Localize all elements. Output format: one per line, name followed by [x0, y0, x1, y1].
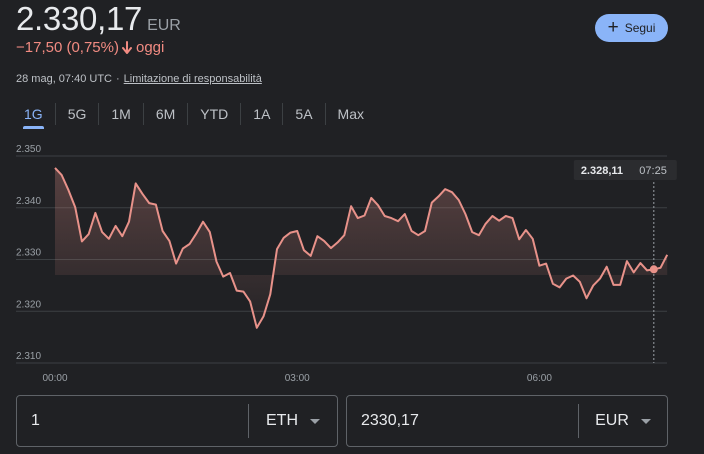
- tab-divider: [282, 103, 284, 125]
- price-change: −17,50 (0,75%) oggi: [16, 39, 164, 56]
- y-tick-label: 2.330: [16, 248, 41, 259]
- tab-max[interactable]: Max: [337, 106, 364, 122]
- caret-down-icon: [310, 418, 320, 424]
- price-chart[interactable]: 2.350 2.340 2.330 2.320 2.310 00:00 03:00 06:00…: [0, 140, 704, 390]
- caret-down-icon: [640, 418, 651, 424]
- tab-divider: [324, 103, 326, 125]
- current-price: 2.330,17: [16, 0, 143, 37]
- disclaimer-link[interactable]: Limitazione di responsabilità: [123, 73, 262, 85]
- tooltip-value: 2.328,11: [581, 165, 623, 177]
- amount-input[interactable]: [17, 395, 248, 447]
- y-tick-label: 2.340: [16, 196, 41, 207]
- price-currency: EUR: [147, 17, 181, 34]
- price-line: [54, 167, 669, 329]
- tab-divider: [142, 103, 144, 125]
- y-tick-label: 2.350: [16, 144, 41, 155]
- tooltip-time: 07:25: [639, 165, 667, 177]
- x-tick-label: 00:00: [42, 373, 67, 384]
- converter-divider: [578, 404, 579, 438]
- tab-6m[interactable]: 6M: [155, 106, 176, 122]
- to-currency-label: EUR: [595, 412, 629, 429]
- from-currency-select[interactable]: ETH: [249, 412, 337, 430]
- converter-from: ETH: [16, 395, 338, 447]
- tab-1d[interactable]: 1G: [12, 106, 55, 129]
- x-tick-label: 03:00: [285, 373, 310, 384]
- converted-input[interactable]: [347, 395, 578, 447]
- y-tick-label: 2.320: [16, 299, 41, 310]
- plus-icon: +: [607, 16, 619, 38]
- tab-5d[interactable]: 5G: [67, 106, 87, 122]
- meta-separator: ·: [116, 73, 120, 85]
- tooltip-box: [573, 160, 677, 180]
- tab-ytd[interactable]: YTD: [200, 106, 229, 122]
- converter-to: EUR: [346, 395, 668, 447]
- tab-divider: [54, 103, 56, 125]
- tab-divider: [187, 103, 189, 125]
- tab-divider: [240, 103, 242, 125]
- follow-label: Segui: [624, 21, 656, 35]
- price-area: [55, 167, 668, 328]
- crosshair-dot: [649, 265, 658, 274]
- tab-1y[interactable]: 1A: [253, 106, 271, 122]
- quote-timestamp: 28 mag, 07:40 UTC: [16, 73, 112, 85]
- range-tabs: 1G 5G 1M 6M YTD 1A 5A Max: [12, 100, 376, 129]
- tab-divider: [98, 103, 100, 125]
- tab-1m[interactable]: 1M: [111, 106, 131, 122]
- change-period: oggi: [136, 39, 165, 56]
- quote-meta: 28 mag, 07:40 UTC · Limitazione di respons…: [16, 73, 262, 85]
- from-currency-label: ETH: [266, 412, 298, 429]
- converter-divider: [248, 404, 249, 438]
- price-header: 2.330,17 EUR: [16, 0, 181, 38]
- y-tick-label: 2.310: [16, 351, 41, 362]
- arrow-down-icon: [122, 40, 132, 54]
- to-currency-select[interactable]: EUR: [579, 412, 667, 430]
- tab-5y[interactable]: 5A: [295, 106, 313, 122]
- x-tick-label: 06:00: [527, 373, 552, 384]
- follow-button[interactable]: + Segui: [595, 14, 668, 42]
- change-value: −17,50 (0,75%): [16, 39, 119, 56]
